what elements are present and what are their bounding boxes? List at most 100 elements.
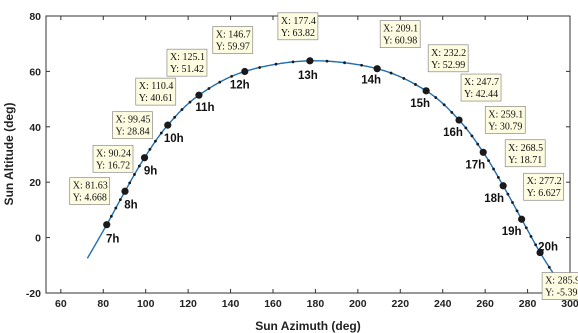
x-tick-label: 100 [137,298,155,310]
datatip-box [484,106,526,134]
minor-marker [434,96,438,99]
minor-marker [487,159,490,162]
datatip-box [166,48,208,77]
hour-marker-15h [422,87,430,95]
datatip-y-value: 4.668 [84,193,107,204]
minor-marker [173,115,177,119]
x-tick-label: 240 [434,298,452,310]
minor-marker [180,108,184,111]
y-tick-label: 60 [29,66,41,78]
datatip-y-line: Y: 4.668 [73,193,107,204]
minor-marker [506,192,510,196]
datatip-x-line: X: 209.1 [383,24,418,35]
minor-marker [128,181,132,185]
minor-marker [450,110,454,114]
hour-marker-9h [140,154,149,162]
minor-markers [109,59,551,269]
datatip-x-value: 81.63 [85,181,108,192]
y-axis-label: Sun Altitude (deg) [2,103,16,206]
datatip-x-value: 247.7 [477,77,500,88]
hour-label-13h: 13h [298,70,318,82]
datatip-y-line: Y: 51.42 [170,64,204,75]
x-tick-label: 140 [222,298,240,310]
hour-marker-13h [306,57,314,65]
minor-marker [476,142,480,146]
datatip-x-value: 177.4 [293,16,316,27]
datatip-y-value: 16.72 [108,160,131,171]
datatip-x-value: 99.45 [128,115,151,126]
datatip-box [460,73,502,102]
datatip-box [112,111,153,140]
datatip-x-line: X: 268.5 [508,143,543,154]
x-axis-label: Sun Azimuth (deg) [255,319,361,333]
datatip-x-line: X: 125.1 [170,52,205,63]
minor-marker [325,59,329,63]
minor-marker [114,206,118,210]
minor-marker [230,74,234,78]
hour-labels: 7h 8h 9h 10h 11h 12h 13h 14h 15h 16h 17h 18h 19h 20h [106,70,558,254]
datatip-x-line: X: 99.45 [116,115,151,126]
datatip-y-value: 52.99 [443,60,466,71]
minor-marker [154,139,157,143]
datatip-x-value: 268.5 [521,143,544,154]
hour-marker-10h [164,121,172,129]
y-tick-label: 80 [29,11,41,23]
datatip-9h: X: 99.45Y: 28.84 [112,111,153,140]
datatip-y-value: 18.71 [520,155,543,166]
minor-marker [188,100,192,104]
datatip-y-line: Y: 52.99 [431,60,465,71]
datatip-16h: X: 247.7Y: 42.44 [460,73,502,102]
hour-label-7h: 7h [106,234,119,246]
datatip-13h: X: 177.4Y: 63.82 [277,12,319,41]
datatip-7h: X: 81.63Y: 4.668 [69,177,111,205]
minor-marker [534,243,538,247]
minor-marker [529,235,533,238]
datatip-19h: X: 277.2Y: 6.627 [523,172,564,201]
datatip-x-line: X: 277.2 [527,176,562,187]
datatip-8h: X: 90.24Y: 16.72 [92,144,134,173]
datatip-y-value: 59.97 [227,41,250,52]
minor-marker [137,164,141,168]
datatip-x-line: X: 259.1 [488,109,523,120]
hourly-markers [103,57,544,257]
minor-marker [496,175,500,179]
hour-label-14h: 14h [361,75,381,87]
datatip-x-line: X: 232.2 [431,48,466,59]
datatip-11h: X: 125.1Y: 51.42 [166,48,208,77]
minor-marker [360,63,363,67]
hour-marker-7h [103,221,111,229]
datatip-y-line: Y: 59.97 [216,41,250,52]
x-tick-label: 280 [519,298,537,310]
datatip-10h: X: 110.4Y: 40.61 [135,77,177,106]
minor-marker [258,66,262,69]
hour-marker-16h [455,116,463,124]
minor-marker [442,103,446,107]
datatip-box [379,20,421,48]
datatip-box [277,12,319,41]
minor-marker [118,198,122,202]
x-tick-label: 120 [179,298,197,310]
datatip-14h: X: 209.1Y: 60.98 [379,20,421,48]
datatip-y-line: Y: 18.71 [508,155,542,166]
minor-marker [133,173,136,176]
hour-label-9h: 9h [144,166,157,178]
minor-marker [511,201,514,204]
datatip-y-line: Y: 16.72 [96,160,130,171]
hour-marker-14h [373,65,381,73]
datatip-x-line: X: 146.7 [216,29,251,40]
hour-label-17h: 17h [465,159,485,171]
datatip-x-value: 110.4 [151,81,173,92]
minor-marker [109,214,113,218]
minor-marker [343,61,346,65]
datatip-x-line: X: 247.7 [464,77,499,88]
x-tick-label: 180 [307,298,325,310]
datatip-box [541,272,578,300]
datatip-y-value: 42.44 [476,89,499,100]
minor-marker [524,226,528,230]
hour-label-8h: 8h [124,199,137,211]
minor-marker [414,83,417,86]
hour-marker-8h [121,187,129,195]
datatip-y-line: Y: -5.398 [545,288,578,299]
datatip-box [212,26,254,54]
datatip-y-line: Y: 60.98 [383,36,417,47]
